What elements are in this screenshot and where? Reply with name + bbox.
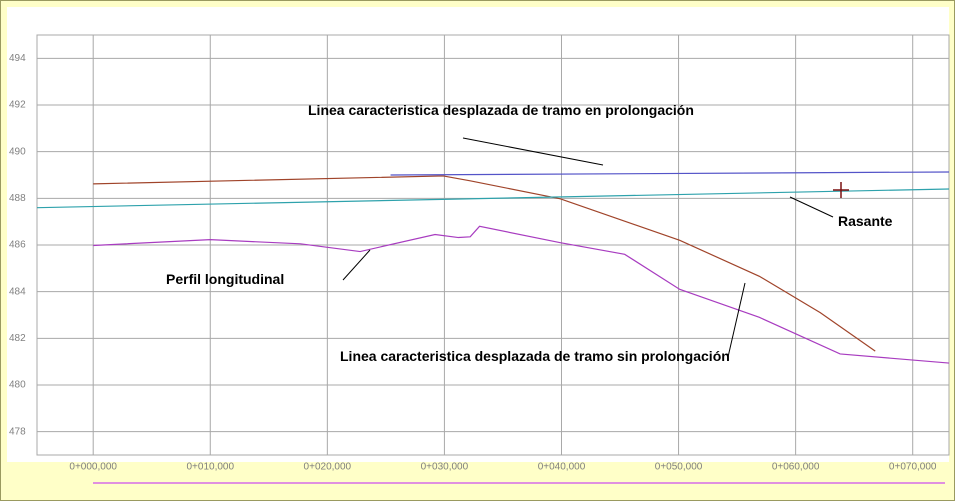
x-tick-label: 0+020,000	[304, 462, 352, 473]
leader-line	[342, 249, 371, 281]
y-tick-label: 478	[9, 426, 26, 437]
leader-line	[462, 137, 604, 166]
plot-background	[7, 7, 949, 462]
series-label: Perfil longitudinal	[166, 271, 285, 287]
x-tick-label: 0+040,000	[538, 462, 586, 473]
x-tick-label: 0+000,000	[69, 462, 117, 473]
series-line	[93, 175, 876, 352]
y-tick-label: 488	[9, 193, 26, 204]
x-tick-label: 0+050,000	[655, 462, 703, 473]
plot-border	[36, 34, 950, 456]
series-label: Rasante	[838, 213, 893, 229]
y-tick-label: 482	[9, 333, 26, 344]
series-line	[390, 171, 949, 176]
x-tick-label: 0+070,000	[889, 462, 937, 473]
y-tick-label: 484	[9, 286, 26, 297]
x-tick-label: 0+060,000	[772, 462, 820, 473]
leader-line	[789, 196, 834, 218]
leader-line	[727, 282, 746, 358]
series-line	[37, 188, 949, 209]
x-tick-label: 0+010,000	[186, 462, 234, 473]
series-label: Linea caracteristica desplazada de tramo…	[340, 348, 730, 364]
series-label: Linea caracteristica desplazada de tramo…	[308, 102, 694, 118]
y-tick-label: 492	[9, 100, 26, 111]
x-tick-label: 0+030,000	[421, 462, 469, 473]
y-tick-label: 490	[9, 146, 26, 157]
series-line	[93, 225, 949, 364]
y-tick-label: 494	[9, 53, 26, 64]
y-tick-label: 486	[9, 240, 26, 251]
y-tick-label: 480	[9, 380, 26, 391]
